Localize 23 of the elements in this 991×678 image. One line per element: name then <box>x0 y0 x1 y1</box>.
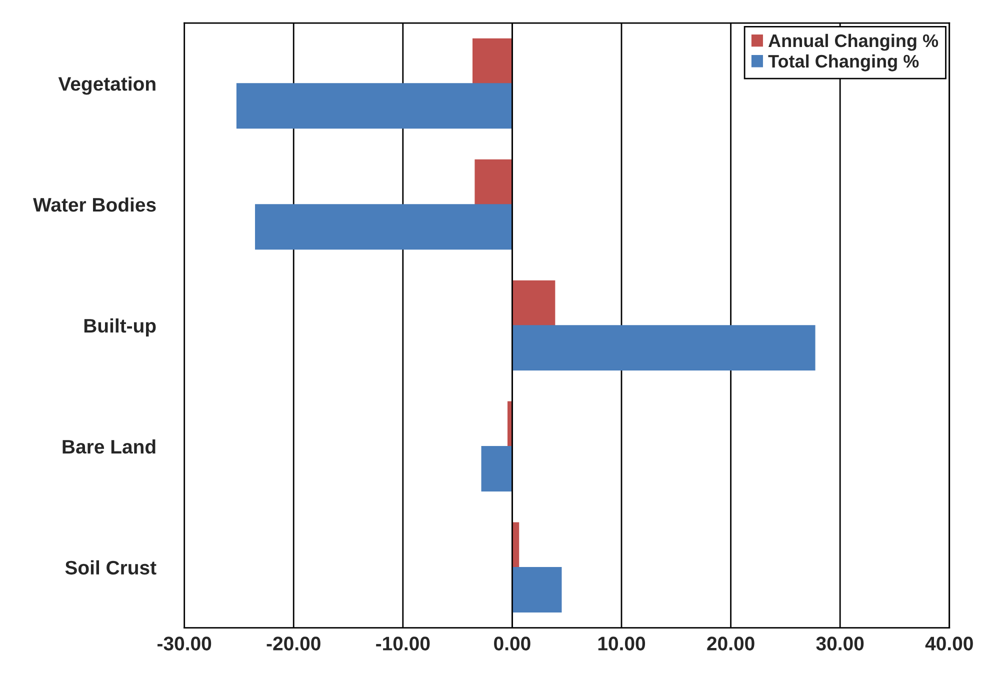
x-tick-label: -30.00 <box>158 636 212 650</box>
bar <box>474 159 513 205</box>
x-tick-label: 20.00 <box>707 636 754 650</box>
y-tick-label: Vegetation <box>58 76 156 95</box>
bar <box>512 567 562 612</box>
bar <box>512 280 556 326</box>
legend-label: Annual Changing % <box>768 34 938 51</box>
x-tick-label: 0.00 <box>494 636 530 650</box>
bar <box>255 204 513 250</box>
x-tick-label: -10.00 <box>376 636 430 650</box>
x-tick-label: -20.00 <box>266 636 320 650</box>
y-tick-label: Water Bodies <box>33 197 156 212</box>
bar <box>481 446 513 492</box>
x-tick-label: 30.00 <box>816 636 864 650</box>
y-tick-label: Bare Land <box>62 439 156 454</box>
y-tick-label: Soil Crust <box>65 560 156 575</box>
y-tick-label: Built-up <box>84 318 156 337</box>
legend-label: Total Changing % <box>768 54 919 72</box>
bar <box>236 83 513 129</box>
bar <box>512 325 816 371</box>
x-tick-label: 10.00 <box>598 636 646 650</box>
x-tick-label: 40.00 <box>925 636 973 650</box>
bar <box>472 38 513 84</box>
